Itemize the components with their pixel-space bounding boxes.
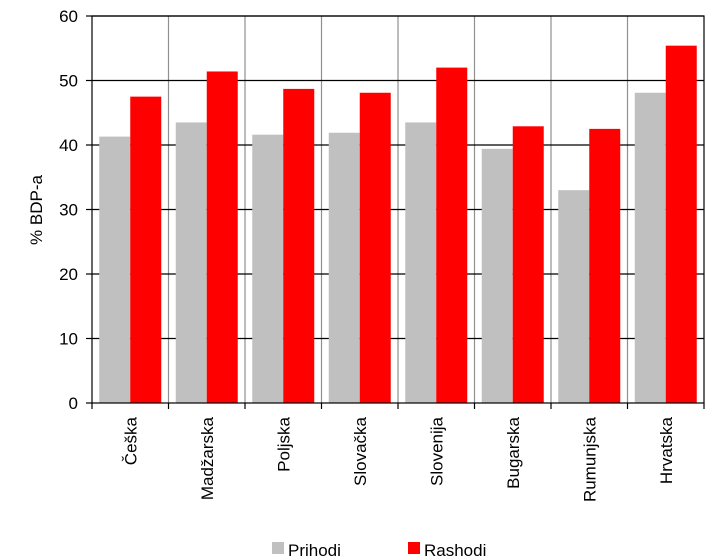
- y-axis-title: % BDP-a: [27, 175, 46, 245]
- y-tick-labels: 0 10 20 30 40 50 60: [59, 7, 78, 413]
- x-tick-label: Češka: [121, 416, 140, 465]
- x-tick-labels: Češka Madžarska Poljska Slovačka Slovenija Bu…: [121, 416, 676, 502]
- bar-rashodi-7: [665, 45, 697, 404]
- bar-rashodi-5: [512, 126, 544, 404]
- y-tick-label: 0: [69, 394, 78, 413]
- y-tick-label: 30: [59, 201, 78, 220]
- bar-prihodi-3: [328, 132, 360, 403]
- bar-rashodi-1: [206, 71, 238, 403]
- y-tick-label: 10: [59, 330, 78, 349]
- legend-label-prihodi: Prihodi: [288, 541, 341, 560]
- bar-prihodi-2: [252, 134, 284, 403]
- bar-rashodi-6: [589, 128, 621, 403]
- x-tick-label: Slovenija: [427, 416, 446, 486]
- legend-swatch-rashodi: [408, 542, 420, 554]
- y-tick-label: 40: [59, 136, 78, 155]
- y-tick-label: 50: [59, 72, 78, 91]
- x-tick-label: Madžarska: [198, 416, 217, 500]
- bar-prihodi-1: [175, 122, 207, 404]
- bar-prihodi-4: [405, 122, 437, 404]
- bar-rashodi-0: [130, 96, 162, 403]
- x-tick-label: Poljska: [274, 416, 293, 471]
- y-tick-label: 20: [59, 265, 78, 284]
- legend-swatch-prihodi: [272, 542, 284, 554]
- bars: [99, 45, 697, 404]
- legend: Prihodi Rashodi: [272, 541, 486, 560]
- legend-label-rashodi: Rashodi: [424, 541, 486, 560]
- y-tick-label: 60: [59, 7, 78, 26]
- x-tick-label: Rumunjska: [580, 416, 599, 502]
- x-tick-label: Bugarska: [504, 416, 523, 488]
- bar-rashodi-4: [436, 67, 468, 403]
- axes: [86, 15, 705, 409]
- bar-prihodi-7: [634, 92, 666, 403]
- x-tick-label: Hrvatska: [657, 416, 676, 484]
- bar-rashodi-3: [359, 92, 391, 403]
- bar-prihodi-0: [99, 136, 131, 404]
- bar-rashodi-2: [283, 88, 315, 403]
- bar-prihodi-6: [558, 190, 590, 403]
- x-tick-label: Slovačka: [351, 416, 370, 486]
- bar-prihodi-5: [481, 148, 513, 403]
